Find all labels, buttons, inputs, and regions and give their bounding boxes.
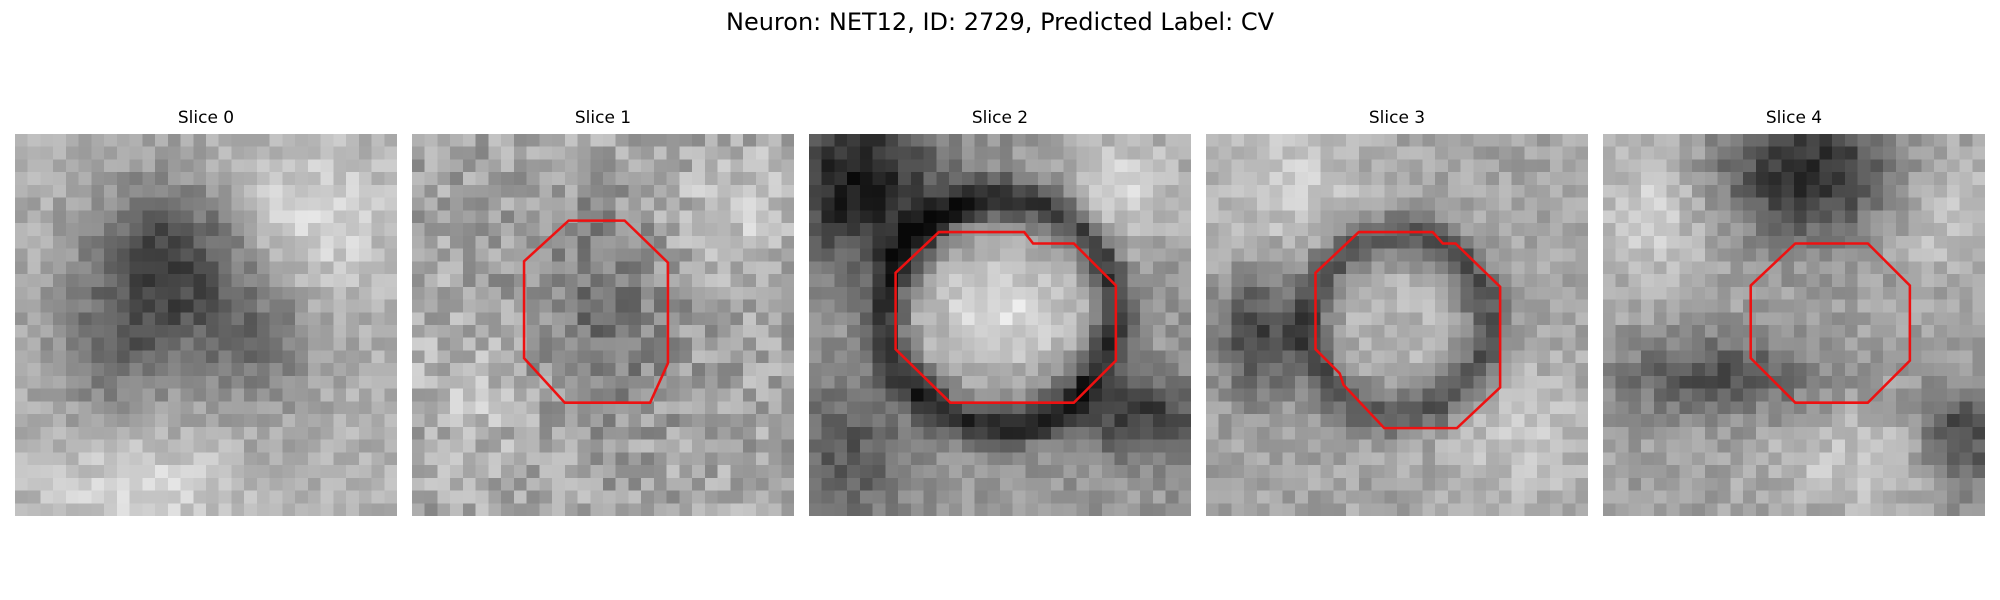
slice-image xyxy=(15,134,397,516)
slice-title: Slice 2 xyxy=(971,108,1029,128)
slice-image xyxy=(1603,134,1985,516)
slice-title: Slice 3 xyxy=(1368,108,1426,128)
slice-title: Slice 0 xyxy=(177,108,235,128)
roi-contour xyxy=(522,219,670,404)
slice-title: Slice 4 xyxy=(1765,108,1823,128)
slice-title: Slice 1 xyxy=(574,108,632,128)
slice-image xyxy=(1206,134,1588,516)
roi-contour xyxy=(894,230,1118,404)
slice-image xyxy=(809,134,1191,516)
figure-title: Neuron: NET12, ID: 2729, Predicted Label… xyxy=(726,8,1274,36)
roi-contour xyxy=(1749,242,1912,404)
roi-contour xyxy=(1314,230,1502,430)
slice-image xyxy=(412,134,794,516)
